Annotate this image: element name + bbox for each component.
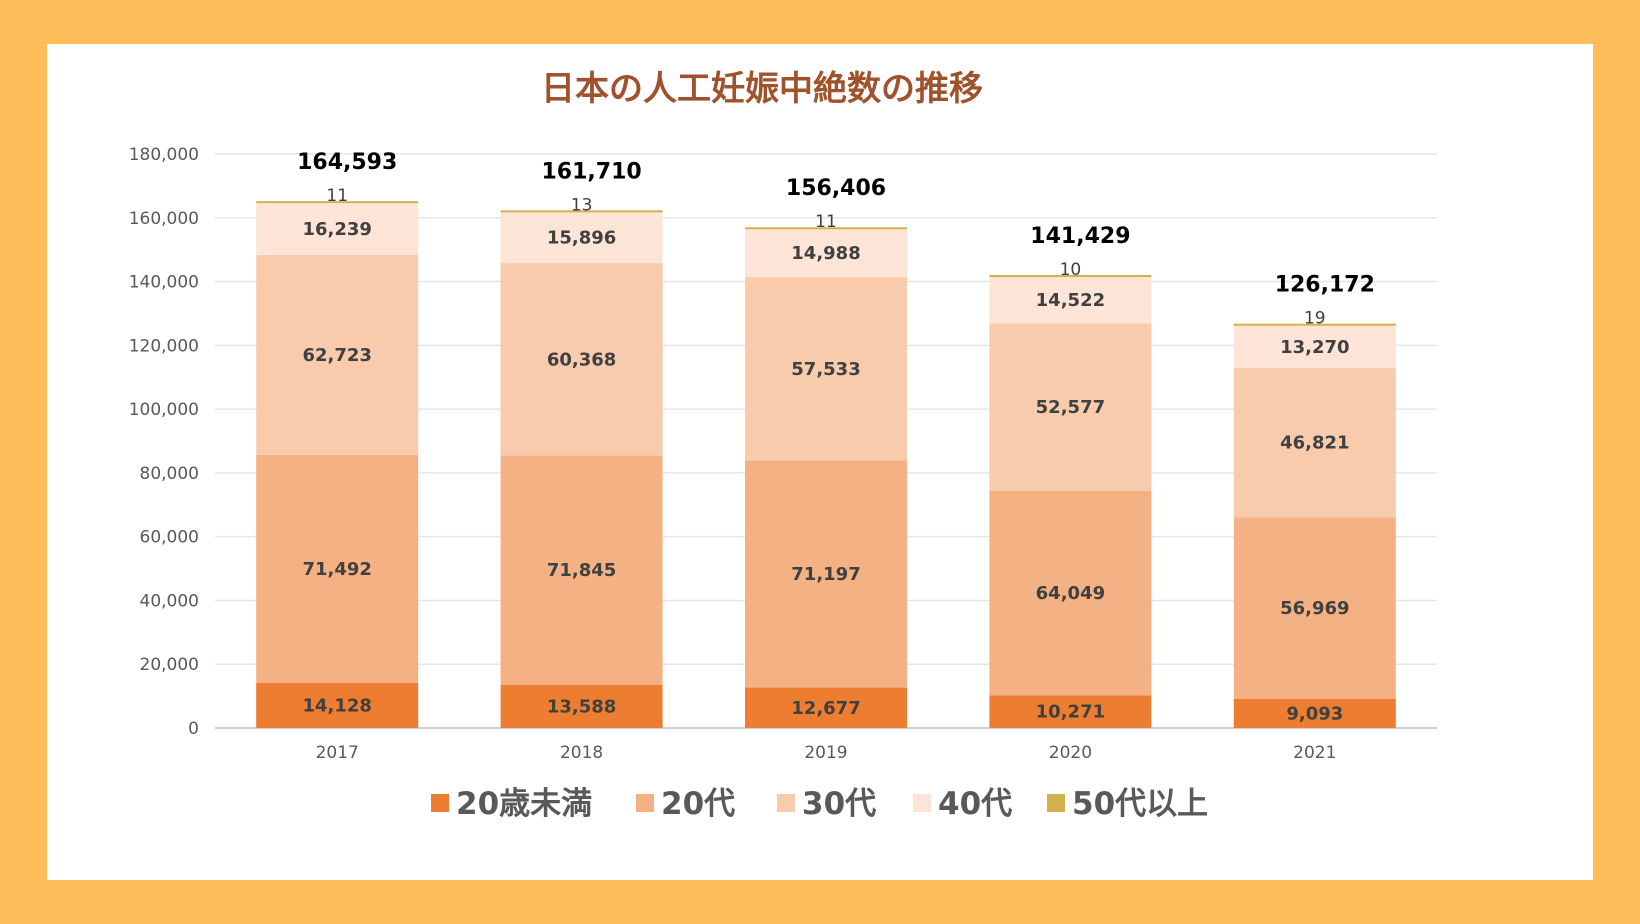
bar-segment — [256, 254, 419, 455]
data-label: 10,271 — [1036, 702, 1105, 723]
y-tick-label: 20,000 — [140, 655, 199, 675]
legend-swatch — [636, 794, 654, 812]
total-label: 164,593 — [297, 150, 397, 175]
total-label: 156,406 — [786, 176, 886, 201]
stacked-bar-chart: 日本の人工妊娠中絶数の推移 0 20,000 40,000 60,000 80,000 1… — [129, 69, 1437, 822]
legend-label: 20歳未満 — [456, 786, 592, 822]
bar-segment — [745, 460, 907, 688]
bar-segment — [500, 212, 663, 264]
bar-segment — [989, 277, 1152, 324]
data-label: 9,093 — [1286, 704, 1343, 725]
bar-segment — [989, 491, 1152, 696]
data-label: 16,239 — [302, 219, 371, 240]
x-tick-label: 2021 — [1293, 743, 1336, 763]
data-label: 57,533 — [791, 359, 860, 380]
bar-segment — [500, 684, 663, 728]
y-tick-label: 100,000 — [129, 400, 199, 420]
chart-title: 日本の人工妊娠中絶数の推移 — [541, 69, 983, 109]
legend-swatch — [913, 794, 931, 812]
x-tick-label: 2020 — [1049, 743, 1092, 763]
bar-segment — [1233, 368, 1396, 518]
y-tick-label: 40,000 — [140, 591, 199, 611]
bar-segment — [1233, 699, 1396, 728]
bar-segment — [256, 454, 419, 683]
bar-segment — [500, 210, 663, 213]
data-label: 13 — [571, 195, 593, 215]
legend-swatch — [431, 794, 449, 812]
data-label: 60,368 — [547, 349, 616, 370]
bar-segment — [500, 263, 663, 456]
bar-segment — [256, 203, 419, 255]
total-label: 161,710 — [541, 159, 641, 184]
bars — [256, 201, 1396, 728]
data-label: 71,492 — [302, 559, 371, 580]
bar-segment — [989, 695, 1152, 728]
chart-card: 日本の人工妊娠中絶数の推移 0 20,000 40,000 60,000 80,000 1… — [47, 44, 1593, 880]
y-tick-label: 120,000 — [129, 336, 199, 356]
y-tick-label: 140,000 — [129, 273, 199, 293]
legend-label: 20代 — [661, 786, 735, 822]
bar-segment — [989, 275, 1152, 278]
data-label: 12,677 — [791, 698, 860, 719]
y-tick-label: 60,000 — [140, 528, 199, 548]
bar-segment — [256, 682, 419, 728]
x-tick-label: 2017 — [316, 743, 359, 763]
data-label: 19 — [1304, 309, 1326, 329]
data-label: 13,270 — [1280, 337, 1349, 358]
total-label: 141,429 — [1030, 224, 1130, 249]
data-label: 10 — [1060, 260, 1082, 280]
x-axis-ticks: 2017 2018 2019 2020 2021 — [316, 743, 1337, 763]
y-axis-ticks: 0 20,000 40,000 60,000 80,000 100,000 120,000 1… — [129, 145, 199, 739]
data-label: 13,588 — [547, 696, 616, 717]
data-label: 62,723 — [302, 345, 371, 366]
bar-segment — [745, 687, 907, 728]
bar-segment — [989, 323, 1152, 492]
data-label: 46,821 — [1280, 433, 1349, 454]
data-label: 14,988 — [791, 243, 860, 264]
total-label: 126,172 — [1275, 273, 1375, 298]
data-label: 64,049 — [1036, 583, 1105, 604]
legend-label: 30代 — [802, 786, 876, 822]
y-tick-label: 80,000 — [140, 464, 199, 484]
x-tick-label: 2018 — [560, 743, 603, 763]
legend-swatch — [777, 794, 795, 812]
bar-segment — [745, 229, 907, 278]
bar-segment — [1233, 325, 1396, 369]
data-label: 14,522 — [1036, 290, 1105, 311]
legend-label: 40代 — [938, 786, 1012, 822]
data-label: 11 — [815, 212, 837, 232]
data-label: 52,577 — [1036, 397, 1105, 418]
y-tick-label: 180,000 — [129, 145, 199, 165]
data-label: 14,128 — [302, 695, 371, 716]
y-tick-label: 0 — [188, 719, 199, 739]
data-label: 71,845 — [547, 560, 616, 581]
legend-swatch — [1047, 794, 1065, 812]
legend-label: 50代以上 — [1072, 786, 1208, 822]
bar-segment — [500, 455, 663, 685]
data-label: 56,969 — [1280, 598, 1349, 619]
y-tick-label: 160,000 — [129, 209, 199, 229]
data-label: 71,197 — [791, 564, 860, 585]
bar-segment — [745, 277, 907, 461]
bar-segment — [256, 201, 419, 204]
x-tick-label: 2019 — [804, 743, 847, 763]
legend: 20歳未満 20代 30代 40代 50代以上 — [431, 786, 1208, 822]
data-labels: 14,128 71,492 62,723 16,239 11 164,593 13,588 7… — [297, 150, 1375, 724]
bar-segment — [745, 227, 907, 230]
data-label: 11 — [326, 186, 348, 206]
data-label: 15,896 — [547, 228, 616, 249]
bar-segment — [1233, 323, 1396, 326]
bar-segment — [1233, 517, 1396, 700]
